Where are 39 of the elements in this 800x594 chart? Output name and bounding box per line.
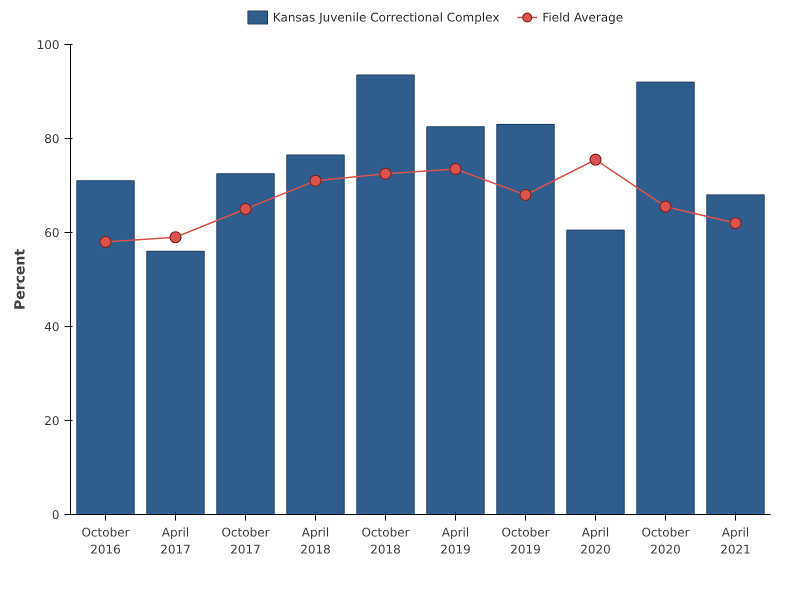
legend-label: Field Average [542,10,624,24]
point [380,168,392,180]
x-tick-label: October 2016 [81,526,130,556]
bar [426,126,485,514]
point [660,200,672,213]
x-tick-label: October 2020 [641,526,690,556]
point [520,188,532,201]
point [170,231,182,244]
bar [706,194,765,514]
bar [356,74,415,514]
bar [636,82,695,514]
bar [216,173,275,514]
x-tick-label: October 2018 [361,526,410,556]
y-tick-label: 100 [36,38,60,52]
x-tick-label: April 2020 [580,526,611,556]
bar [566,230,625,514]
point [100,236,112,248]
y-tick-label: 40 [44,320,60,334]
point [590,154,602,166]
point [730,217,742,230]
x-tick-label: April 2021 [720,526,751,556]
y-tick-label: 20 [44,414,60,428]
y-tick-label: 60 [44,226,60,240]
point [310,174,322,187]
point [450,163,462,176]
x-tick-label: April 2019 [440,526,471,556]
y-tick-label: 0 [52,508,60,522]
y-tick-label: 80 [44,132,60,146]
x-tick-label: October 2019 [501,526,550,556]
bar [286,154,345,514]
x-tick-label: April 2018 [300,526,331,556]
legend-label: Kansas Juvenile Correctional Complex [272,10,500,24]
x-tick-label: October 2017 [221,526,270,556]
point [240,203,252,215]
y-axis-title: Percent [12,248,29,310]
x-tick-label: April 2017 [160,526,191,556]
bar [496,124,555,514]
bar [146,250,205,514]
bar [76,180,135,514]
